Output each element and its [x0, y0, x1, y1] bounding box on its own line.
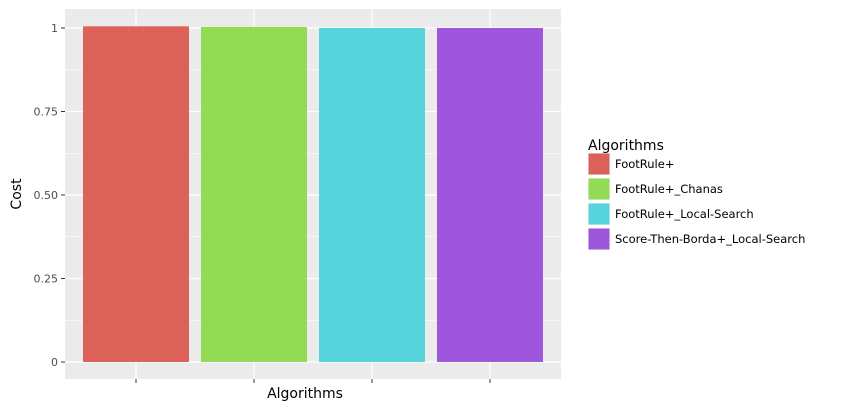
y-tick-label: 0 — [51, 356, 58, 369]
legend-swatch — [588, 228, 610, 250]
y-axis: 0 0.25 0.50 0.75 1 — [34, 22, 65, 369]
x-axis-title: Algorithms — [267, 386, 343, 402]
legend-label: FootRule+ — [615, 157, 674, 171]
x-axis — [135, 379, 491, 383]
legend-label: FootRule+_Local-Search — [615, 207, 754, 221]
legend-label: Score-Then-Borda+_Local-Search — [615, 232, 805, 246]
legend-swatch — [588, 178, 610, 200]
legend: Algorithms FootRule+ FootRule+_Chanas Foot… — [588, 138, 805, 250]
y-tick-label: 1 — [51, 22, 58, 35]
y-tick-label: 0.25 — [34, 273, 59, 286]
legend-swatch — [588, 153, 610, 175]
legend-label: FootRule+_Chanas — [615, 182, 723, 196]
bar-1 — [83, 26, 189, 363]
bar-2 — [201, 26, 307, 363]
bars — [83, 26, 543, 363]
y-tick-label: 0.75 — [34, 106, 59, 119]
y-axis-title: Cost — [9, 178, 25, 210]
legend-title: Algorithms — [588, 138, 664, 154]
legend-swatch — [588, 203, 610, 225]
y-tick-label: 0.50 — [34, 189, 59, 202]
bar-4 — [437, 28, 543, 362]
bar-3 — [319, 28, 425, 362]
